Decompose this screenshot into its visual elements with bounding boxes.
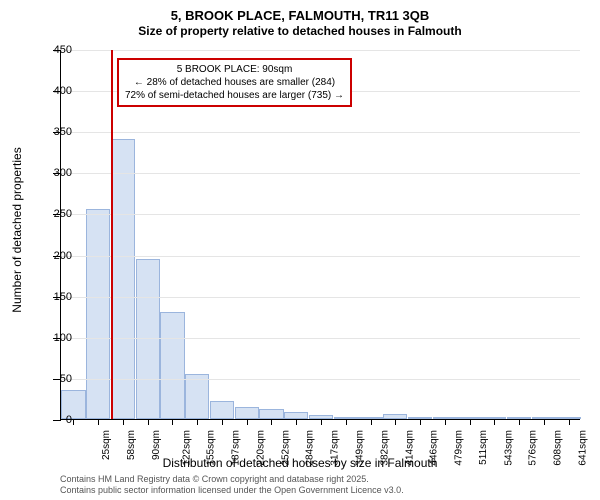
x-tick bbox=[123, 419, 124, 425]
x-tick bbox=[296, 419, 297, 425]
attribution-line1: Contains HM Land Registry data © Crown c… bbox=[60, 474, 404, 485]
x-tick bbox=[371, 419, 372, 425]
x-tick bbox=[172, 419, 173, 425]
y-axis-title: Number of detached properties bbox=[10, 147, 24, 312]
gridline bbox=[61, 338, 580, 339]
y-tick-label: 0 bbox=[42, 414, 72, 426]
bar bbox=[111, 139, 135, 419]
gridline bbox=[61, 297, 580, 298]
x-tick bbox=[197, 419, 198, 425]
x-tick bbox=[544, 419, 545, 425]
bar bbox=[136, 259, 160, 419]
gridline bbox=[61, 173, 580, 174]
x-tick bbox=[395, 419, 396, 425]
x-tick bbox=[98, 419, 99, 425]
gridline bbox=[61, 214, 580, 215]
reference-line bbox=[111, 50, 113, 419]
gridline bbox=[61, 132, 580, 133]
bar bbox=[235, 407, 259, 419]
y-tick-label: 50 bbox=[42, 373, 72, 385]
bar bbox=[185, 374, 209, 419]
bar bbox=[259, 409, 283, 419]
chart-title-main: 5, BROOK PLACE, FALMOUTH, TR11 3QB bbox=[0, 8, 600, 23]
histogram-chart: 5, BROOK PLACE, FALMOUTH, TR11 3QB Size … bbox=[0, 0, 600, 500]
x-tick bbox=[247, 419, 248, 425]
x-tick bbox=[346, 419, 347, 425]
attribution: Contains HM Land Registry data © Crown c… bbox=[60, 474, 404, 496]
x-tick bbox=[519, 419, 520, 425]
x-axis-title: Distribution of detached houses by size … bbox=[0, 456, 600, 470]
x-tick bbox=[222, 419, 223, 425]
y-tick-label: 400 bbox=[42, 85, 72, 97]
y-tick-label: 300 bbox=[42, 167, 72, 179]
y-tick-label: 100 bbox=[42, 332, 72, 344]
x-tick bbox=[494, 419, 495, 425]
chart-title-sub: Size of property relative to detached ho… bbox=[0, 24, 600, 38]
y-tick-label: 450 bbox=[42, 44, 72, 56]
x-tick bbox=[569, 419, 570, 425]
x-tick bbox=[148, 419, 149, 425]
x-tick bbox=[470, 419, 471, 425]
y-tick-label: 250 bbox=[42, 208, 72, 220]
x-tick bbox=[73, 419, 74, 425]
bar bbox=[210, 401, 234, 419]
plot-area: 5 BROOK PLACE: 90sqm ← 28% of detached h… bbox=[60, 50, 580, 420]
annotation-line3: 72% of semi-detached houses are larger (… bbox=[125, 89, 344, 102]
gridline bbox=[61, 256, 580, 257]
gridline bbox=[61, 379, 580, 380]
gridline bbox=[61, 50, 580, 51]
annotation-box: 5 BROOK PLACE: 90sqm ← 28% of detached h… bbox=[117, 58, 352, 107]
x-tick bbox=[271, 419, 272, 425]
bar bbox=[160, 312, 184, 419]
y-tick-label: 150 bbox=[42, 291, 72, 303]
annotation-line1: 5 BROOK PLACE: 90sqm bbox=[125, 63, 344, 76]
x-tick bbox=[445, 419, 446, 425]
y-tick-label: 350 bbox=[42, 126, 72, 138]
x-tick bbox=[420, 419, 421, 425]
attribution-line2: Contains public sector information licen… bbox=[60, 485, 404, 496]
y-tick-label: 200 bbox=[42, 250, 72, 262]
x-tick bbox=[321, 419, 322, 425]
annotation-line2: ← 28% of detached houses are smaller (28… bbox=[125, 76, 344, 89]
bar bbox=[86, 209, 110, 419]
